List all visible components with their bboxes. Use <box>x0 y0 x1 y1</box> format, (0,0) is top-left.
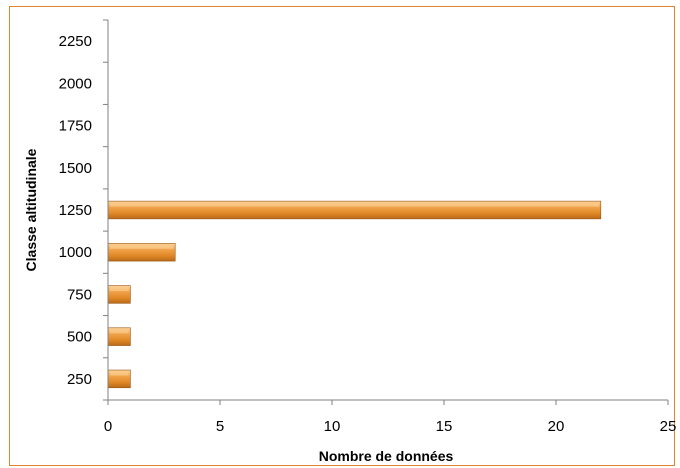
y-ticks-layer: 250 500 750 1000 1250 1500 1750 2000 2250 <box>59 19 108 401</box>
y-tick-label-750: 750 <box>67 286 92 303</box>
y-tick-label-1750: 1750 <box>59 118 92 135</box>
bar-highlight-1250 <box>110 202 599 207</box>
bar-highlight-250 <box>110 371 129 376</box>
bar-highlight-1000 <box>110 244 174 249</box>
x-tick-label-20: 20 <box>548 418 565 435</box>
y-tick-label-2000: 2000 <box>59 75 92 92</box>
y-tick-label-1500: 1500 <box>59 160 92 177</box>
y-tick-label-1000: 1000 <box>59 244 92 261</box>
y-tick-label-500: 500 <box>67 329 92 346</box>
chart-frame <box>9 6 675 466</box>
x-tick-label-10: 10 <box>324 418 341 435</box>
y-tick-label-1250: 1250 <box>59 202 92 219</box>
bars-layer <box>107 200 602 389</box>
y-tick-label-2250: 2250 <box>59 33 92 50</box>
x-tick-label-15: 15 <box>436 418 453 435</box>
y-axis-title: Classe altitudinale <box>23 148 39 271</box>
x-ticks-layer: 0 5 10 15 20 25 <box>104 400 677 435</box>
x-axis-title: Nombre de données <box>319 448 454 464</box>
x-tick-label-5: 5 <box>216 418 224 435</box>
x-tick-label-25: 25 <box>660 418 677 435</box>
bar-highlight-750 <box>110 287 129 291</box>
y-tick-label-250: 250 <box>67 371 92 388</box>
bar-highlight-500 <box>110 329 129 334</box>
x-tick-label-0: 0 <box>104 418 112 435</box>
